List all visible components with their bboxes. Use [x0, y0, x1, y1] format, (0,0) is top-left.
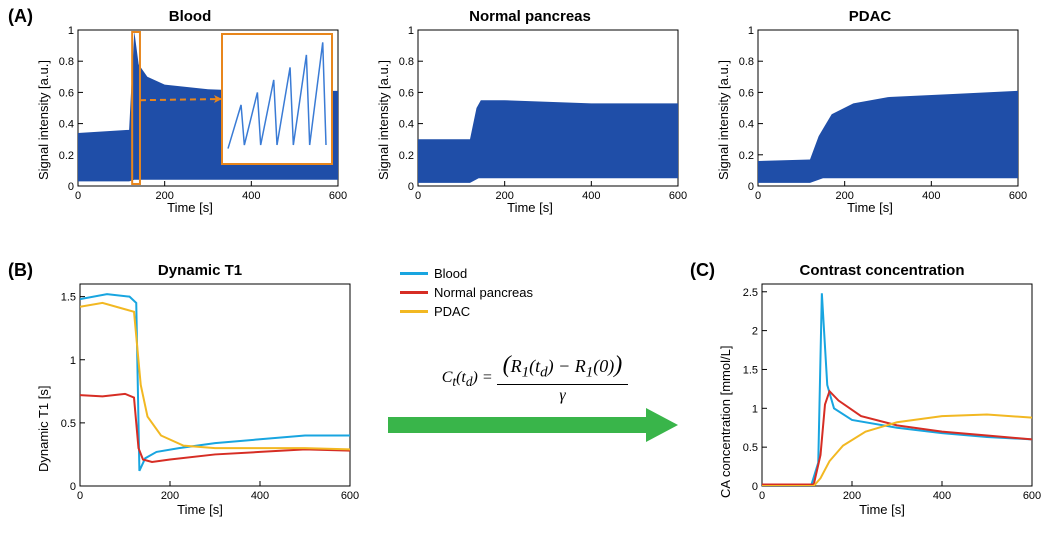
svg-text:0.5: 0.5	[743, 442, 758, 454]
panel-c-chart: Contrast concentration CA concentration …	[712, 262, 1042, 522]
legend-item: PDAC	[400, 304, 533, 319]
x-axis-label: Time [s]	[70, 502, 330, 517]
eq-fraction: (R1(td) − R1(0)) γ	[497, 352, 629, 405]
svg-text:200: 200	[843, 490, 861, 502]
svg-text:1.5: 1.5	[743, 364, 758, 376]
svg-text:1: 1	[70, 355, 76, 367]
chart-title: Contrast concentration	[742, 262, 1022, 279]
x-axis-label: Time [s]	[60, 200, 320, 215]
svg-text:600: 600	[1023, 490, 1041, 502]
svg-text:0.8: 0.8	[59, 56, 74, 68]
legend-item: Normal pancreas	[400, 285, 533, 300]
svg-text:0.6: 0.6	[399, 87, 414, 99]
legend: Blood Normal pancreas PDAC	[400, 266, 533, 323]
svg-text:1: 1	[752, 403, 758, 415]
svg-text:0.2: 0.2	[399, 150, 414, 162]
legend-swatch	[400, 291, 428, 294]
legend-swatch	[400, 272, 428, 275]
eq-denominator: γ	[497, 385, 629, 405]
svg-text:2.5: 2.5	[743, 287, 758, 299]
x-axis-label: Time [s]	[752, 502, 1012, 517]
arrow-icon	[388, 408, 678, 442]
svg-text:600: 600	[341, 490, 359, 502]
svg-text:600: 600	[1009, 190, 1027, 202]
svg-text:0: 0	[748, 181, 754, 193]
chart-svg: 020040060000.20.40.60.81	[710, 8, 1030, 218]
y-axis-label: Dynamic T1 [s]	[36, 386, 51, 472]
chart-svg: 0 200 400 600 0 0.5 1 1.5	[30, 262, 360, 522]
chart-svg: 0 200 400 600 0 0.5 1 1.5 2 2.5	[712, 262, 1042, 522]
svg-text:0.4: 0.4	[739, 119, 754, 131]
svg-text:0.2: 0.2	[739, 150, 754, 162]
eq-numerator: (R1(td) − R1(0))	[497, 352, 629, 385]
svg-text:0.4: 0.4	[399, 119, 414, 131]
panel-a-blood: Blood Signal intensity [a.u.] 0200400600…	[30, 8, 350, 218]
legend-label: Normal pancreas	[434, 285, 533, 300]
chart-title: Blood	[50, 8, 330, 25]
svg-text:1: 1	[68, 25, 74, 37]
y-axis-label: Signal intensity [a.u.]	[716, 60, 731, 180]
svg-text:0.4: 0.4	[59, 119, 74, 131]
legend-label: Blood	[434, 266, 467, 281]
chart-title: Dynamic T1	[60, 262, 340, 279]
panel-a-normal: Normal pancreas Signal intensity [a.u.] …	[370, 8, 690, 218]
x-axis-label: Time [s]	[740, 200, 1000, 215]
chart-svg: 020040060000.20.40.60.81	[370, 8, 690, 218]
svg-text:0: 0	[68, 181, 74, 193]
chart-title: PDAC	[730, 8, 1010, 25]
panel-b-chart: Dynamic T1 Dynamic T1 [s] 0 200 400 600 0 0.5…	[30, 262, 360, 522]
svg-text:0: 0	[759, 490, 765, 502]
svg-text:600: 600	[669, 190, 687, 202]
svg-text:1: 1	[748, 25, 754, 37]
svg-text:600: 600	[329, 190, 347, 202]
panel-a-pdac: PDAC Signal intensity [a.u.] 02004006000…	[710, 8, 1030, 218]
legend-swatch	[400, 310, 428, 313]
svg-text:0.8: 0.8	[739, 56, 754, 68]
svg-text:400: 400	[933, 490, 951, 502]
y-axis-label: Signal intensity [a.u.]	[376, 60, 391, 180]
svg-text:0: 0	[70, 481, 76, 493]
svg-text:0: 0	[408, 181, 414, 193]
svg-text:0: 0	[752, 481, 758, 493]
svg-text:0.5: 0.5	[61, 418, 76, 430]
svg-text:1: 1	[408, 25, 414, 37]
svg-text:0: 0	[77, 490, 83, 502]
svg-text:2: 2	[752, 326, 758, 338]
chart-title: Normal pancreas	[390, 8, 670, 25]
equation: Ct(td) = (R1(td) − R1(0)) γ	[400, 352, 670, 405]
svg-text:200: 200	[161, 490, 179, 502]
legend-item: Blood	[400, 266, 533, 281]
svg-text:1.5: 1.5	[61, 292, 76, 304]
svg-text:0.6: 0.6	[59, 87, 74, 99]
eq-lhs: Ct(td) =	[442, 369, 497, 386]
y-axis-label: Signal intensity [a.u.]	[36, 60, 51, 180]
svg-text:400: 400	[251, 490, 269, 502]
x-axis-label: Time [s]	[400, 200, 660, 215]
chart-svg: 020040060000.20.40.60.81	[30, 8, 350, 218]
svg-text:0.2: 0.2	[59, 150, 74, 162]
y-axis-label: CA concentration [mmol/L]	[718, 346, 733, 498]
svg-text:0.8: 0.8	[399, 56, 414, 68]
legend-label: PDAC	[434, 304, 470, 319]
svg-text:0.6: 0.6	[739, 87, 754, 99]
